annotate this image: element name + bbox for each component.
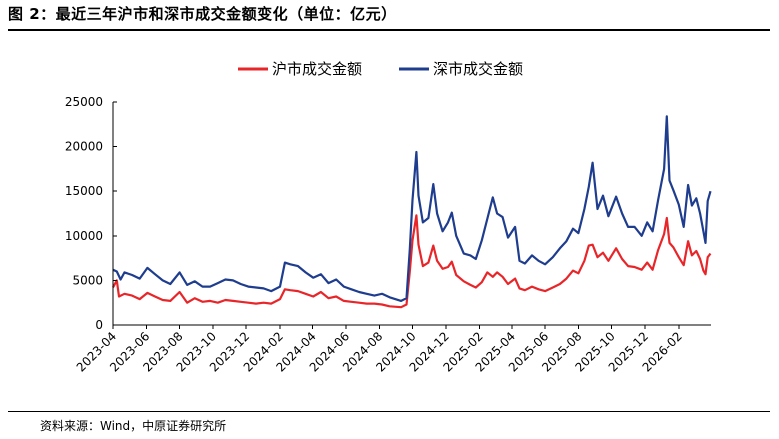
y-tick-label: 10000 — [65, 229, 103, 243]
y-tick-label: 5000 — [72, 273, 103, 287]
legend-label-sz: 深市成交金额 — [433, 60, 523, 78]
y-tick-label: 25000 — [65, 95, 103, 109]
y-tick-label: 20000 — [65, 140, 103, 154]
series-line-sh — [112, 214, 712, 309]
y-tick-label: 15000 — [65, 184, 103, 198]
legend: 沪市成交金额 深市成交金额 — [238, 60, 523, 78]
series-layer — [112, 115, 712, 309]
y-tick-label: 0 — [95, 318, 103, 332]
x-axis-ticks: 2023-042023-062023-082023-102023-122024-… — [74, 325, 685, 375]
source-rule — [8, 411, 770, 412]
source-note: 资料来源：Wind，中原证券研究所 — [40, 419, 227, 433]
legend-label-sh: 沪市成交金额 — [272, 60, 362, 78]
figure-title: 图 2：最近三年沪市和深市成交金额变化（单位：亿元） — [8, 5, 397, 23]
title-rule — [8, 29, 770, 31]
series-line-sz — [112, 115, 712, 302]
y-axis-ticks: 0 5000 10000 15000 20000 25000 — [65, 95, 117, 332]
